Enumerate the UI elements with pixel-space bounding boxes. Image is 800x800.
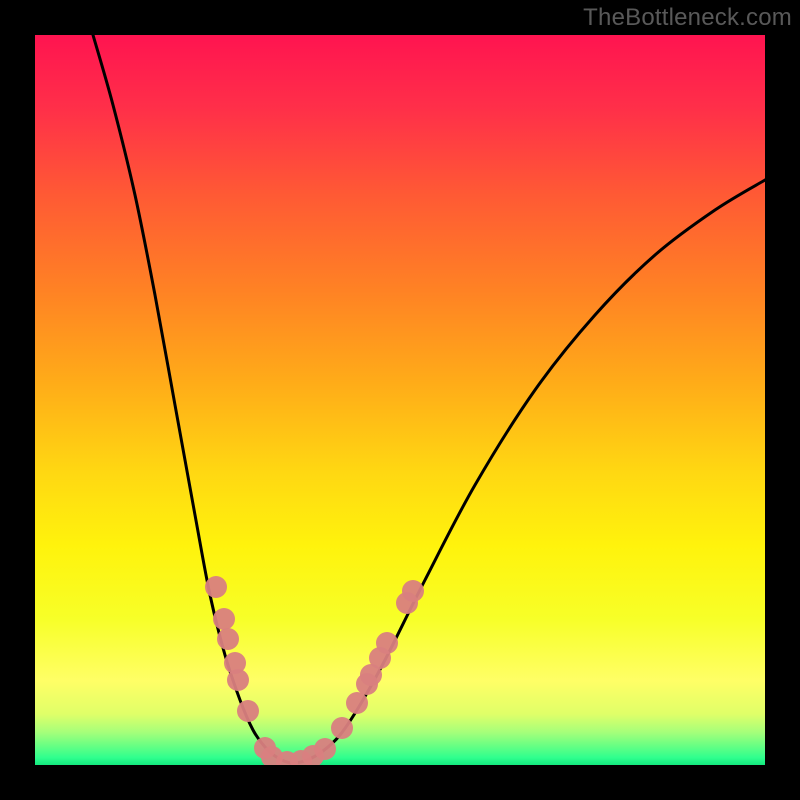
gradient-background <box>35 35 765 765</box>
chart-svg <box>35 35 765 765</box>
chart-canvas: TheBottleneck.com <box>0 0 800 800</box>
data-marker <box>217 628 239 650</box>
watermark-text: TheBottleneck.com <box>583 4 792 32</box>
data-marker <box>331 717 353 739</box>
data-marker <box>213 608 235 630</box>
data-marker <box>376 632 398 654</box>
plot-area <box>35 35 765 765</box>
data-marker <box>346 692 368 714</box>
data-marker <box>402 580 424 602</box>
data-marker <box>314 738 336 760</box>
data-marker <box>205 576 227 598</box>
data-marker <box>227 669 249 691</box>
data-marker <box>237 700 259 722</box>
